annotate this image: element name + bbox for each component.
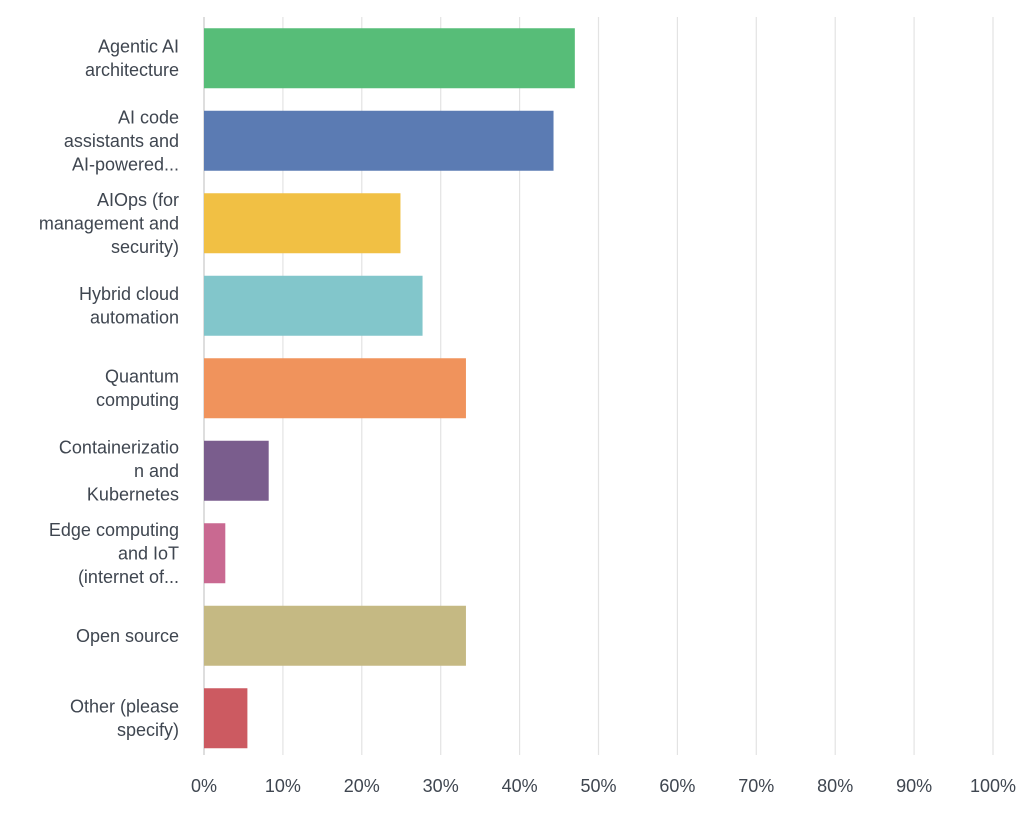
category-label: Other (please specify) xyxy=(70,697,179,741)
x-tick-label: 30% xyxy=(423,776,459,796)
category-label-line: management and xyxy=(39,213,179,233)
bar-6 xyxy=(204,523,226,584)
category-label: Agentic AI architecture xyxy=(85,37,179,81)
category-label-line: Edge computing xyxy=(49,520,179,540)
category-label: Containerizatio n and Kubernetes xyxy=(59,437,179,504)
category-label: Edge computing and IoT (internet of... xyxy=(49,520,179,587)
category-label-line: Agentic AI xyxy=(98,37,179,57)
category-label-line: security) xyxy=(111,237,179,257)
bar-8 xyxy=(204,688,248,749)
category-label-line: Kubernetes xyxy=(87,484,179,504)
category-label-line: AIOps (for xyxy=(97,190,179,210)
category-label: Quantum computing xyxy=(96,367,179,411)
category-label-line: and IoT xyxy=(118,543,179,563)
category-label-line: (internet of... xyxy=(78,567,179,587)
category-label-line: Containerizatio xyxy=(59,437,179,457)
bar-3 xyxy=(204,275,423,336)
x-tick-label: 0% xyxy=(191,776,217,796)
category-labels: Agentic AI architecture AI code assistants … xyxy=(39,37,179,741)
category-label-line: n and xyxy=(134,461,179,481)
x-tick-label: 60% xyxy=(659,776,695,796)
x-tick-label: 50% xyxy=(580,776,616,796)
x-tick-label: 20% xyxy=(344,776,380,796)
category-label-line: computing xyxy=(96,390,179,410)
category-label-line: Quantum xyxy=(105,367,179,387)
category-label: Hybrid cloud automation xyxy=(79,284,179,328)
x-tick-label: 80% xyxy=(817,776,853,796)
x-tick-label: 100% xyxy=(970,776,1016,796)
bar-4 xyxy=(204,358,466,419)
x-tick-label: 70% xyxy=(738,776,774,796)
x-axis-tick-labels: 0% 10% 20% 30% 40% 50% 60% 70% 80% 90% 100% xyxy=(191,776,1016,796)
category-label-line: AI-powered... xyxy=(72,154,179,174)
category-label-line: Other (please xyxy=(70,697,179,717)
bar-7 xyxy=(204,605,466,666)
bar-0 xyxy=(204,28,575,89)
bars xyxy=(204,28,575,749)
bar-5 xyxy=(204,440,269,501)
category-label: AIOps (for management and security) xyxy=(39,190,179,257)
bar-1 xyxy=(204,110,554,171)
category-label-line: assistants and xyxy=(64,131,179,151)
category-label-line: automation xyxy=(90,308,179,328)
category-label-line: AI code xyxy=(118,107,179,127)
category-label: Open source xyxy=(76,626,179,646)
x-tick-label: 10% xyxy=(265,776,301,796)
category-label-line: Hybrid cloud xyxy=(79,284,179,304)
category-label-line: architecture xyxy=(85,60,179,80)
x-tick-label: 90% xyxy=(896,776,932,796)
category-label-line: specify) xyxy=(117,720,179,740)
category-label-line: Open source xyxy=(76,626,179,646)
category-label: AI code assistants and AI-powered... xyxy=(64,107,179,174)
bar-2 xyxy=(204,193,401,254)
x-tick-label: 40% xyxy=(502,776,538,796)
